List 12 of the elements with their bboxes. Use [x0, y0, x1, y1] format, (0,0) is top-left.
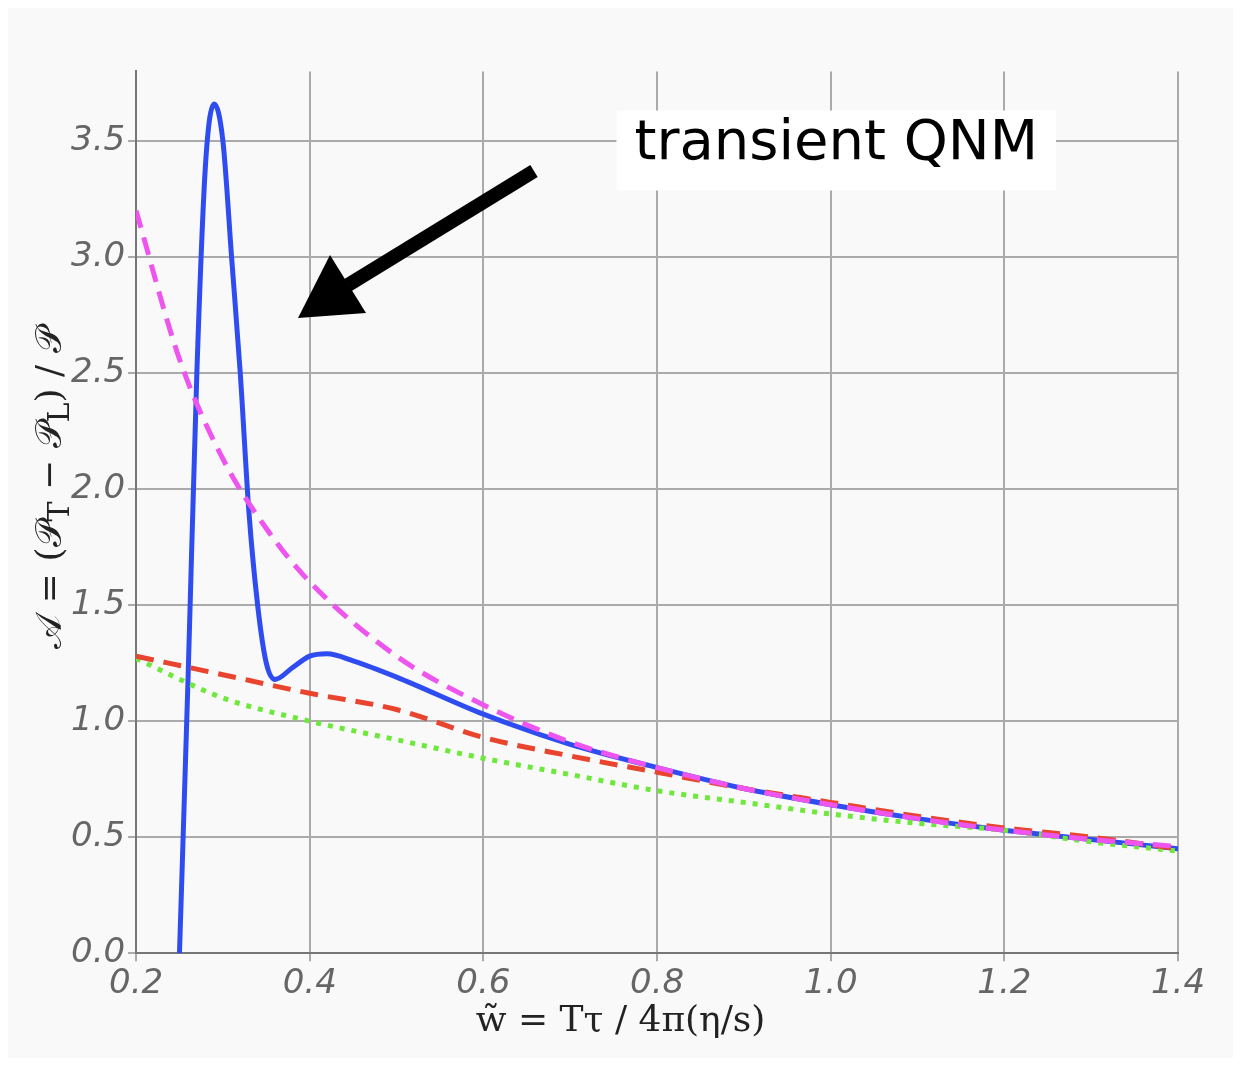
x-tick-label: 1.2 [977, 961, 1032, 1002]
y-tick-label: 1.5 [70, 581, 126, 622]
y-tick-label: 2.5 [70, 349, 126, 390]
y-tick-label: 0.5 [70, 814, 126, 854]
y-tick-label: 3.5 [70, 117, 126, 158]
x-tick-label: 1.0 [803, 961, 858, 1002]
x-tick-label: 1.4 [1150, 961, 1206, 1002]
y-tick-label: 3.0 [70, 233, 126, 274]
annotation: transient QNM [634, 106, 1038, 172]
y-tick-label: 1.0 [70, 697, 126, 738]
y-tick-label: 2.0 [70, 465, 126, 506]
x-tick-label: 0.4 [282, 961, 337, 1002]
